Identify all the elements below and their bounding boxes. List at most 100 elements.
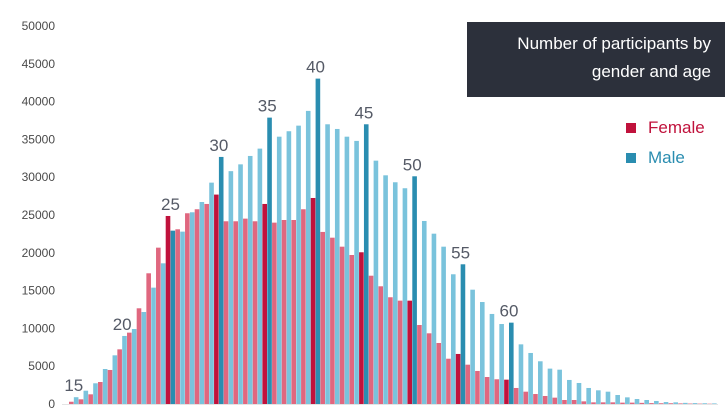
age-label: 35 xyxy=(258,97,277,116)
bar-female-age-48 xyxy=(388,297,393,404)
age-label: 55 xyxy=(451,243,470,262)
bar-female-age-52 xyxy=(426,333,432,404)
chart-title-line-1: Number of participants by xyxy=(517,34,711,53)
bar-male-age-23 xyxy=(151,287,156,404)
bar-male-age-46 xyxy=(373,160,379,404)
bar-male-age-70 xyxy=(605,391,611,404)
legend-item-female: Female xyxy=(626,118,705,138)
age-labels: 15 20 25 30 35 40 45 50 55 60 xyxy=(64,58,518,396)
y-tick-label: 30000 xyxy=(22,170,56,184)
y-tick-label: 5000 xyxy=(28,359,55,373)
bar-male-age-63 xyxy=(538,361,543,404)
bar-female-age-76 xyxy=(658,403,664,404)
bar-male-age-33 xyxy=(247,155,253,404)
bar-male-age-79 xyxy=(692,403,698,404)
bar-male-age-75 xyxy=(654,400,659,404)
bar-male-age-34 xyxy=(257,148,263,404)
bar-female-age-63 xyxy=(533,394,538,404)
bar-female-age-74 xyxy=(639,402,645,404)
y-tick-label: 25000 xyxy=(22,208,56,222)
bar-male-age-16 xyxy=(83,390,89,404)
bar-male-age-53 xyxy=(441,246,446,404)
bar-female-age-51 xyxy=(417,324,422,404)
bar-female-age-68 xyxy=(581,401,587,404)
bar-male-age-80 xyxy=(702,403,707,404)
bar-male-age-76 xyxy=(663,402,669,404)
bar-female-age-67 xyxy=(571,399,577,404)
bar-male-age-64 xyxy=(547,368,553,404)
bar-male-age-67 xyxy=(576,382,582,404)
bar-female-age-45 xyxy=(359,252,364,404)
bar-female-age-35 xyxy=(262,203,267,404)
bar-female-age-54 xyxy=(446,358,451,404)
bar-female-age-30 xyxy=(214,194,219,404)
bar-female-age-34 xyxy=(252,221,258,404)
bar-male-age-18 xyxy=(102,368,108,404)
age-label: 45 xyxy=(354,103,373,122)
bar-male-age-47 xyxy=(383,175,388,404)
bar-male-age-20 xyxy=(122,335,127,404)
bar-female-age-69 xyxy=(591,402,596,404)
legend-item-male: Male xyxy=(626,148,685,168)
bar-female-age-47 xyxy=(378,286,384,404)
bar-female-age-21 xyxy=(127,332,132,404)
bar-male-age-21 xyxy=(131,329,137,404)
bar-female-age-55 xyxy=(455,353,461,404)
y-tick-label: 0 xyxy=(48,397,55,411)
bar-male-age-60 xyxy=(509,322,514,404)
bar-male-age-50 xyxy=(412,176,417,404)
age-label: 40 xyxy=(306,58,325,77)
bar-female-age-53 xyxy=(436,342,442,404)
bar-female-age-43 xyxy=(339,246,345,404)
y-axis-ticks: 0 5000 10000 15000 20000 25000 30000 35000 40000… xyxy=(22,19,56,411)
bar-female-age-39 xyxy=(301,209,306,404)
bar-female-age-61 xyxy=(513,387,519,404)
bar-male-age-41 xyxy=(325,124,330,404)
bar-female-age-41 xyxy=(320,231,326,404)
bar-male-age-55 xyxy=(460,264,466,404)
bar-female-age-37 xyxy=(281,219,287,404)
y-tick-label: 10000 xyxy=(22,321,56,335)
age-label: 20 xyxy=(113,315,132,334)
bar-male-age-17 xyxy=(93,383,98,404)
bar-female-age-58 xyxy=(484,377,490,404)
bar-male-age-65 xyxy=(557,369,562,404)
bar-female-age-26 xyxy=(175,229,180,404)
bar-male-age-56 xyxy=(470,289,475,404)
bar-male-age-39 xyxy=(305,110,311,404)
legend-label-male: Male xyxy=(648,148,685,167)
bars xyxy=(69,78,717,405)
bar-female-age-42 xyxy=(330,237,335,404)
bar-male-age-27 xyxy=(189,212,195,404)
bar-female-age-27 xyxy=(185,213,190,404)
bar-female-age-15 xyxy=(69,401,74,404)
bar-female-age-22 xyxy=(136,308,142,404)
bar-male-age-68 xyxy=(586,387,591,404)
male-swatch xyxy=(626,153,636,163)
bar-male-age-40 xyxy=(315,78,321,404)
bar-male-age-77 xyxy=(673,402,678,404)
bar-male-age-25 xyxy=(170,230,176,404)
bar-female-age-18 xyxy=(98,382,103,404)
y-tick-label: 50000 xyxy=(22,19,56,33)
bar-male-age-30 xyxy=(218,156,224,404)
bar-female-age-60 xyxy=(504,379,509,404)
bar-male-age-35 xyxy=(267,117,272,404)
bar-female-age-16 xyxy=(78,399,84,404)
bar-male-age-29 xyxy=(209,182,214,404)
age-label: 15 xyxy=(64,376,83,395)
bar-male-age-15 xyxy=(73,397,79,404)
bar-female-age-64 xyxy=(542,395,548,404)
bar-male-age-24 xyxy=(160,263,166,404)
bar-female-age-23 xyxy=(146,273,151,404)
bar-female-age-77 xyxy=(668,403,674,404)
bar-male-age-58 xyxy=(489,313,495,404)
bar-male-age-22 xyxy=(141,311,147,404)
bar-male-age-42 xyxy=(334,128,340,404)
female-swatch xyxy=(626,123,636,133)
bar-female-age-25 xyxy=(165,215,171,404)
bar-male-age-72 xyxy=(625,397,630,404)
bar-female-age-62 xyxy=(523,391,529,404)
bar-male-age-61 xyxy=(518,344,524,404)
bar-male-age-43 xyxy=(344,136,350,404)
